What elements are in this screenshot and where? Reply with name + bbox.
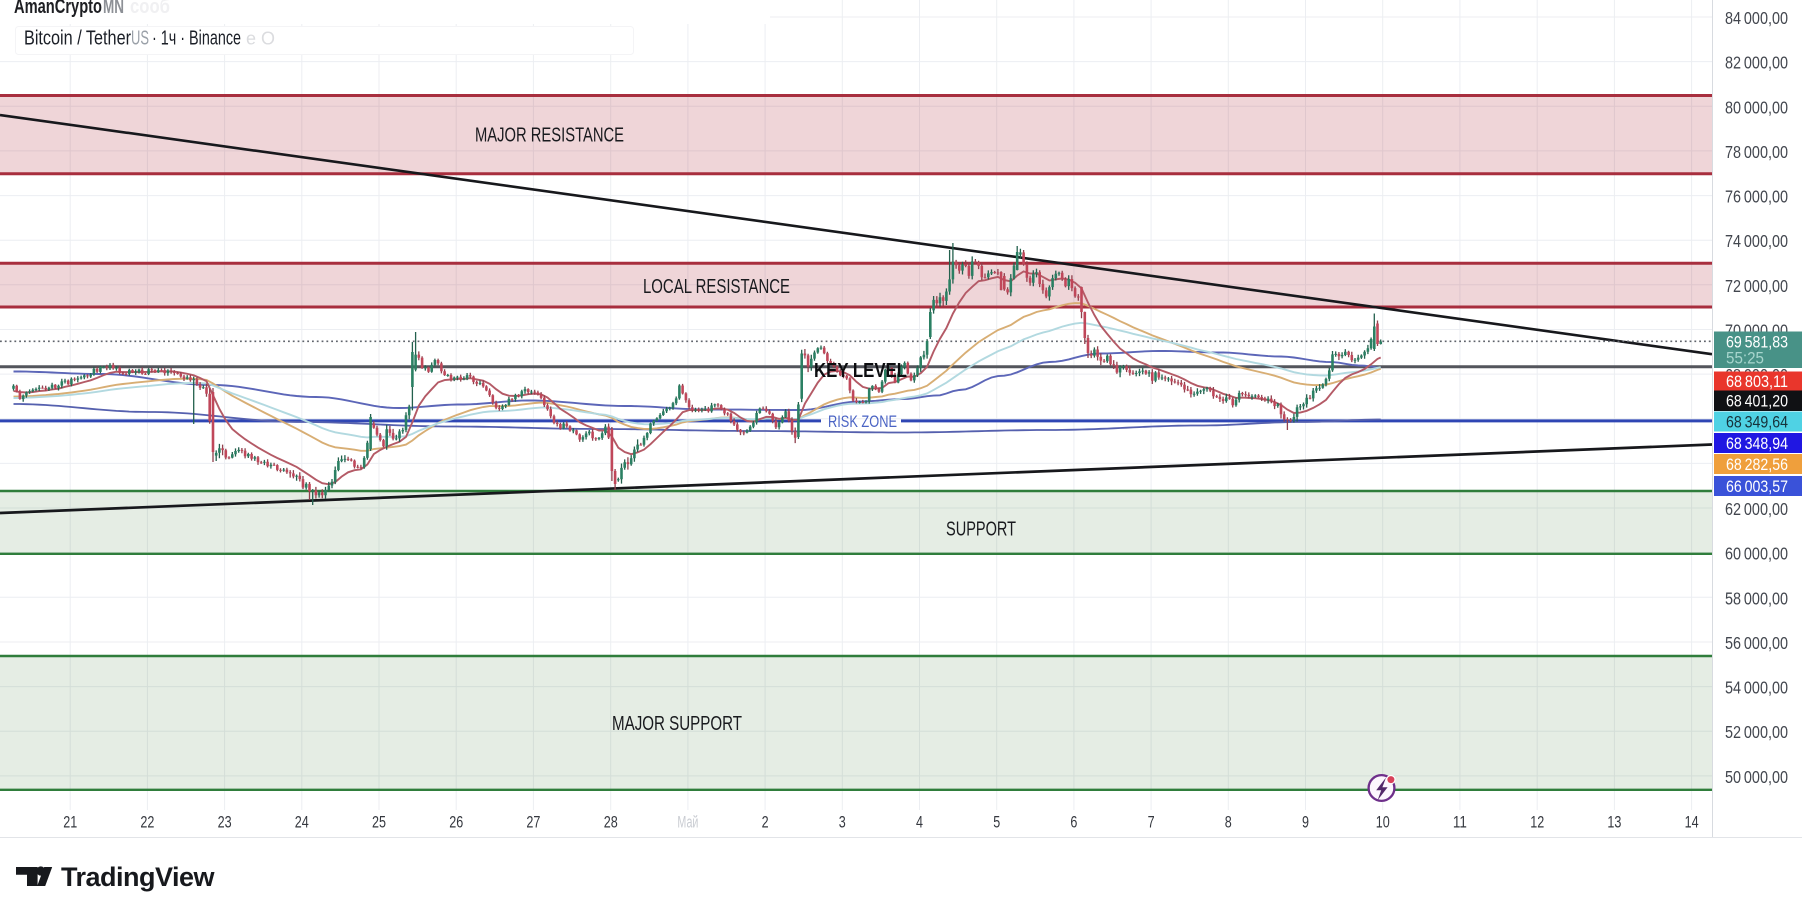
svg-text:26: 26 — [449, 814, 463, 832]
svg-text:21: 21 — [63, 814, 77, 832]
svg-text:RISK ZONE: RISK ZONE — [828, 412, 897, 431]
svg-text:11: 11 — [1453, 814, 1467, 832]
svg-text:6: 6 — [1070, 814, 1077, 832]
svg-text:60 000,00: 60 000,00 — [1725, 544, 1788, 564]
svg-text:82 000,00: 82 000,00 — [1725, 53, 1788, 73]
svg-text:· 1ч · Binance: · 1ч · Binance — [152, 28, 241, 50]
svg-text:9: 9 — [1302, 814, 1309, 832]
svg-text:25: 25 — [372, 814, 386, 832]
svg-text:58 000,00: 58 000,00 — [1725, 588, 1788, 608]
svg-text:54 000,00: 54 000,00 — [1725, 678, 1788, 698]
svg-text:22: 22 — [140, 814, 154, 832]
svg-text:сооб: сооб — [130, 0, 170, 18]
svg-text:28: 28 — [604, 814, 618, 832]
svg-text:e O: e O — [246, 29, 275, 49]
svg-text:68 349,64: 68 349,64 — [1726, 413, 1788, 431]
svg-text:MN: MN — [103, 0, 124, 18]
svg-text:55:25: 55:25 — [1726, 349, 1764, 367]
svg-text:66 003,57: 66 003,57 — [1726, 478, 1788, 496]
svg-text:SUPPORT: SUPPORT — [946, 518, 1016, 541]
svg-text:24: 24 — [295, 814, 309, 832]
svg-text:3: 3 — [839, 814, 846, 832]
svg-text:14: 14 — [1685, 814, 1699, 832]
svg-text:68 348,94: 68 348,94 — [1726, 435, 1788, 453]
svg-text:68 803,11: 68 803,11 — [1726, 373, 1788, 391]
svg-text:MAJOR SUPPORT: MAJOR SUPPORT — [612, 712, 742, 735]
svg-text:74 000,00: 74 000,00 — [1725, 231, 1788, 251]
svg-text:AmanCrypto: AmanCrypto — [14, 0, 102, 18]
svg-text:5: 5 — [993, 814, 1000, 832]
svg-text:76 000,00: 76 000,00 — [1725, 187, 1788, 207]
svg-text:84 000,00: 84 000,00 — [1725, 8, 1788, 28]
svg-text:62 000,00: 62 000,00 — [1725, 499, 1788, 519]
svg-text:7: 7 — [1148, 814, 1155, 832]
svg-text:Bitcoin / Tether: Bitcoin / Tether — [24, 28, 131, 50]
svg-text:KEY LEVEL: KEY LEVEL — [814, 359, 907, 382]
svg-text:10: 10 — [1376, 814, 1390, 832]
svg-text:TradingView: TradingView — [61, 862, 216, 892]
svg-text:LOCAL RESISTANCE: LOCAL RESISTANCE — [643, 275, 790, 298]
svg-text:52 000,00: 52 000,00 — [1725, 722, 1788, 742]
svg-text:23: 23 — [218, 814, 232, 832]
svg-text:4: 4 — [916, 814, 923, 832]
svg-text:50 000,00: 50 000,00 — [1725, 767, 1788, 787]
svg-text:MAJOR RESISTANCE: MAJOR RESISTANCE — [475, 124, 624, 147]
svg-text:8: 8 — [1225, 814, 1232, 832]
svg-text:80 000,00: 80 000,00 — [1725, 97, 1788, 117]
svg-text:13: 13 — [1607, 814, 1621, 832]
svg-text:78 000,00: 78 000,00 — [1725, 142, 1788, 162]
svg-text:56 000,00: 56 000,00 — [1725, 633, 1788, 653]
svg-text:US: US — [131, 28, 149, 50]
svg-text:68 401,20: 68 401,20 — [1726, 393, 1788, 411]
svg-text:2: 2 — [762, 814, 769, 832]
svg-text:Май: Май — [677, 814, 698, 832]
svg-text:68 282,56: 68 282,56 — [1726, 456, 1788, 474]
svg-text:12: 12 — [1530, 814, 1544, 832]
svg-text:72 000,00: 72 000,00 — [1725, 276, 1788, 296]
svg-text:27: 27 — [526, 814, 540, 832]
